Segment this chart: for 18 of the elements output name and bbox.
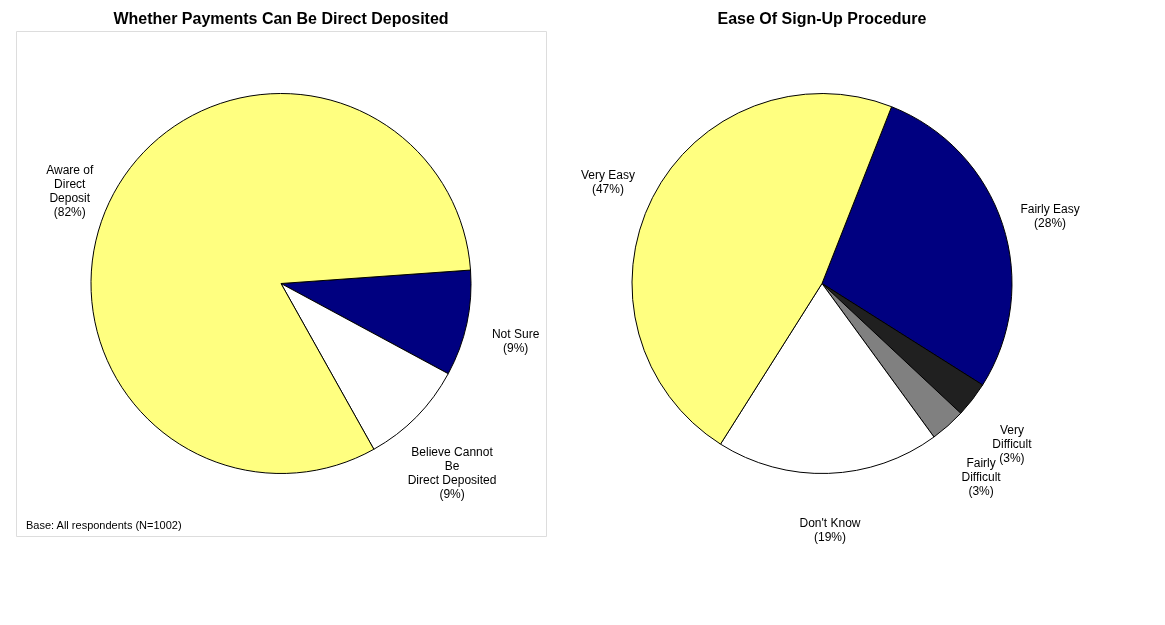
data-label: (9%) — [502, 340, 529, 355]
slice-label: Aware of Direct Deposit — [46, 162, 95, 205]
text: Base: All respondents (N=1002) — [26, 519, 182, 531]
data-label: (28%) — [1034, 215, 1067, 230]
chart-title: Ease Of Sign-Up Procedure — [717, 10, 927, 27]
slice-label: Very Difficult — [992, 423, 1033, 452]
data-label: (47%) — [591, 181, 624, 196]
data-label: (19%) — [814, 530, 847, 545]
slice-label: Believe Cannot Be Direct Deposited — [407, 444, 497, 487]
data-label: (3%) — [999, 451, 1025, 466]
slice-label: Not Sure — [491, 326, 540, 341]
chart-title: Whether Payments Can Be Direct Deposited — [113, 10, 449, 27]
data-label: (82%) — [53, 204, 86, 219]
data-label: (3%) — [968, 484, 994, 499]
slice-label: Don't Know — [799, 516, 861, 531]
slice-label: Fairly Easy — [1020, 201, 1080, 216]
data-label: (9%) — [439, 486, 465, 501]
slice-label: Very Easy — [580, 167, 635, 182]
